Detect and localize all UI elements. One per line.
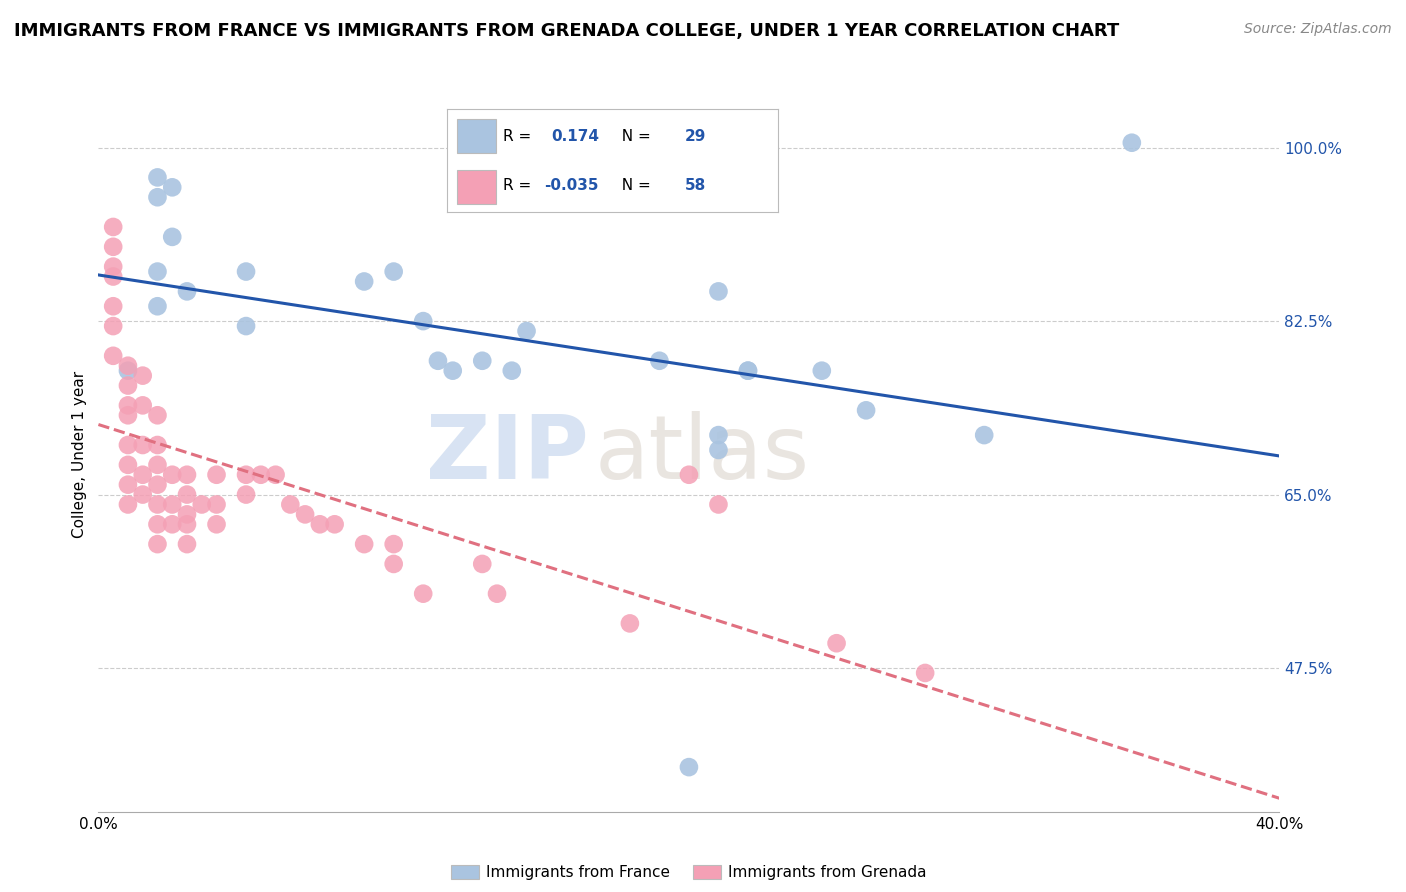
Point (294, 508, 316, 522)
Point (117, 498, 139, 512)
Point (132, 438, 155, 452)
Point (176, 467, 198, 482)
Point (278, 498, 302, 512)
Point (117, 398, 139, 412)
Point (132, 368, 155, 383)
Legend: Immigrants from France, Immigrants from Grenada: Immigrants from France, Immigrants from … (444, 859, 934, 886)
Point (707, 498, 730, 512)
Point (427, 353, 450, 368)
Point (678, 467, 700, 482)
Point (737, 364, 759, 378)
Point (146, 299, 169, 313)
Point (117, 438, 139, 452)
Point (825, 636, 848, 650)
Point (146, 517, 169, 532)
Point (441, 364, 464, 378)
Point (914, 665, 936, 680)
Point (250, 467, 273, 482)
Point (146, 477, 169, 491)
Point (146, 438, 169, 452)
Point (132, 467, 155, 482)
Point (707, 285, 730, 299)
Point (162, 230, 183, 244)
Point (309, 517, 332, 532)
Point (648, 353, 671, 368)
Text: atlas: atlas (595, 411, 810, 499)
Point (162, 498, 183, 512)
Point (162, 180, 183, 194)
Point (146, 498, 169, 512)
Point (103, 269, 125, 284)
Point (146, 537, 169, 551)
Point (412, 587, 434, 601)
Point (117, 477, 139, 491)
Point (103, 299, 125, 313)
Point (235, 467, 257, 482)
Point (353, 537, 375, 551)
Point (264, 467, 287, 482)
Point (146, 458, 169, 472)
Point (205, 498, 228, 512)
Point (176, 508, 198, 522)
Point (162, 517, 183, 532)
Point (162, 467, 183, 482)
Point (103, 219, 125, 234)
Point (117, 364, 139, 378)
Point (235, 264, 257, 278)
Point (132, 398, 155, 412)
Point (486, 587, 509, 601)
Point (117, 409, 139, 423)
Point (707, 442, 730, 457)
Point (471, 557, 494, 571)
Text: IMMIGRANTS FROM FRANCE VS IMMIGRANTS FROM GRENADA COLLEGE, UNDER 1 YEAR CORRELAT: IMMIGRANTS FROM FRANCE VS IMMIGRANTS FRO… (14, 22, 1119, 40)
Point (117, 359, 139, 373)
Point (103, 260, 125, 274)
Point (103, 240, 125, 254)
Point (117, 458, 139, 472)
Point (235, 319, 257, 334)
Point (501, 364, 523, 378)
Point (146, 264, 169, 278)
Point (235, 487, 257, 501)
Point (146, 170, 169, 185)
Point (323, 517, 346, 532)
Point (810, 364, 832, 378)
Point (382, 537, 405, 551)
Point (382, 557, 405, 571)
Point (103, 349, 125, 363)
Point (191, 498, 214, 512)
Point (707, 428, 730, 442)
Point (619, 616, 641, 631)
Point (382, 264, 405, 278)
Point (855, 403, 877, 417)
Point (205, 467, 228, 482)
Text: Source: ZipAtlas.com: Source: ZipAtlas.com (1244, 22, 1392, 37)
Point (146, 409, 169, 423)
Point (132, 487, 155, 501)
Point (205, 517, 228, 532)
Point (737, 364, 759, 378)
Text: ZIP: ZIP (426, 411, 589, 499)
Point (412, 314, 434, 328)
Point (176, 537, 198, 551)
Y-axis label: College, Under 1 year: College, Under 1 year (72, 371, 87, 539)
Point (176, 285, 198, 299)
Point (117, 378, 139, 392)
Point (353, 275, 375, 289)
Point (973, 428, 995, 442)
Point (471, 353, 494, 368)
Point (1121, 136, 1143, 150)
Point (678, 760, 700, 774)
Point (515, 324, 537, 338)
Point (103, 319, 125, 334)
Point (146, 190, 169, 204)
Point (176, 517, 198, 532)
Point (176, 487, 198, 501)
